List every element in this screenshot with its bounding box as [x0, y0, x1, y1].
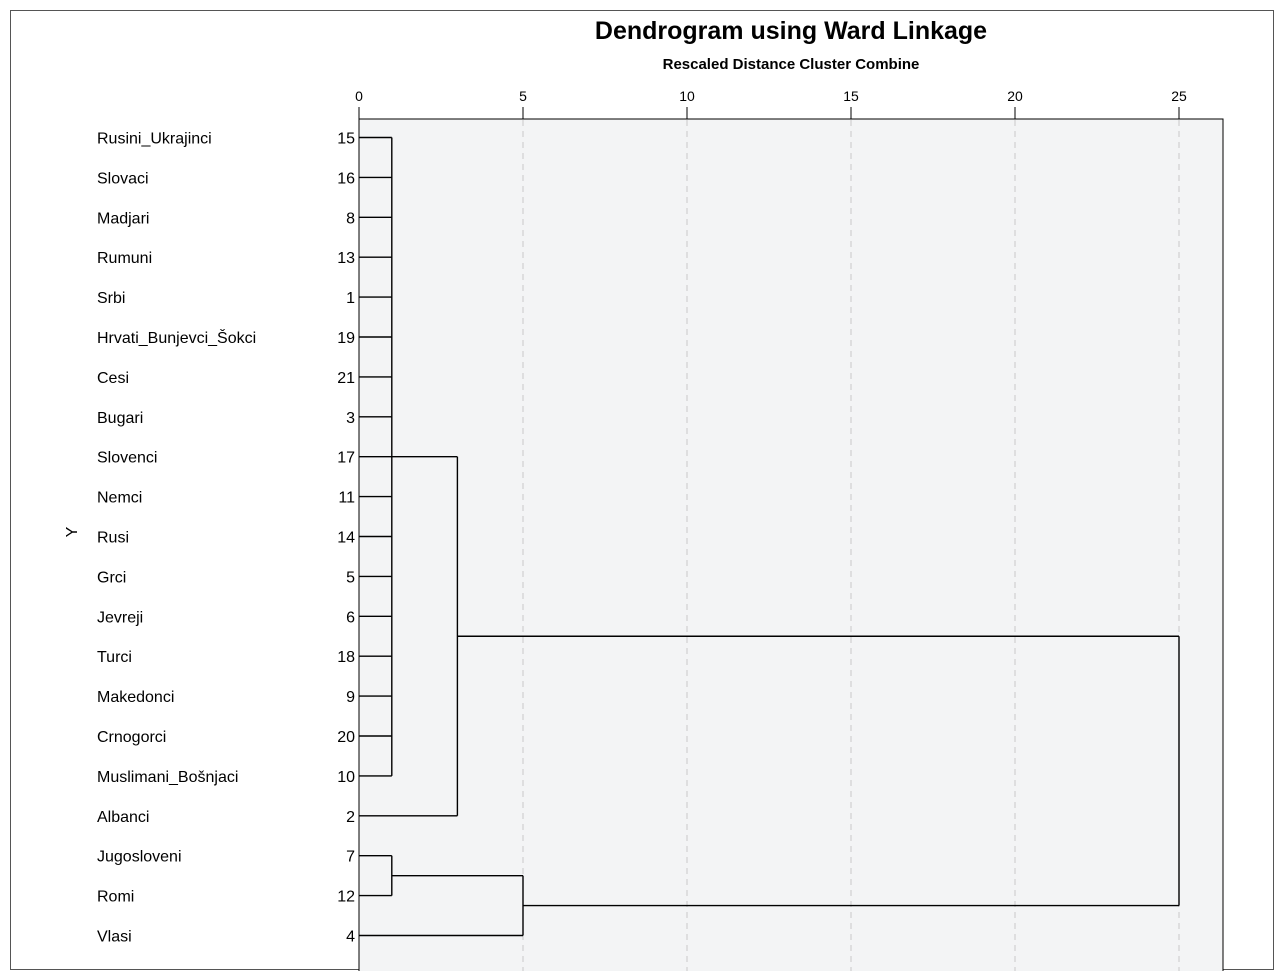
tick-label-0: 0 [355, 88, 363, 104]
leaf-label: Nemci [97, 490, 142, 507]
leaf-label: Vlasi [97, 929, 132, 946]
leaf-case-number: 6 [346, 609, 355, 626]
leaf-label: Muslimani_Bošnjaci [97, 769, 238, 786]
leaf-case-number: 12 [337, 889, 355, 906]
leaf-label: Slovaci [97, 170, 149, 187]
leaf-case-number: 21 [337, 370, 355, 387]
leaf-case-number: 20 [337, 729, 355, 746]
dendrogram-links [359, 136, 1180, 937]
leaf-case-number: 7 [346, 849, 355, 866]
leaf-case-number: 17 [337, 450, 355, 467]
leaf-case-number: 18 [337, 649, 355, 666]
leaf-case-number: 4 [346, 929, 355, 946]
leaf-label: Makedonci [97, 689, 174, 706]
leaf-label: Albanci [97, 809, 149, 826]
leaf-case-number: 15 [337, 131, 355, 148]
chart-subtitle: Rescaled Distance Cluster Combine [663, 56, 920, 73]
leaf-label: Turci [97, 649, 132, 666]
leaf-label: Slovenci [97, 450, 157, 467]
leaf-label: Rusini_Ukrajinci [97, 131, 212, 148]
grid-lines [522, 120, 1180, 971]
leaf-label: Bugari [97, 410, 143, 427]
leaf-case-number: 8 [346, 210, 355, 227]
leaf-label: Jevreji [97, 609, 143, 626]
tick-label-25: 25 [1171, 88, 1187, 104]
leaf-label: Srbi [97, 290, 125, 307]
leaf-label: Crnogorci [97, 729, 166, 746]
leaf-label: Cesi [97, 370, 129, 387]
leaf-case-number: 13 [337, 250, 355, 267]
tick-label-10: 10 [679, 88, 695, 104]
x-axis-ticks: 0 5 10 15 20 25 [355, 88, 1187, 119]
dendrogram-chart: Dendrogram using Ward Linkage Rescaled D… [64, 17, 1224, 971]
leaf-label: Rumuni [97, 250, 152, 267]
leaf-case-number: 5 [346, 569, 355, 586]
leaf-case-number: 14 [337, 530, 355, 547]
leaf-label: Romi [97, 889, 134, 906]
leaf-case-number: 16 [337, 170, 355, 187]
tick-label-5: 5 [519, 88, 527, 104]
chart-frame: Dendrogram using Ward Linkage Rescaled D… [10, 10, 1274, 971]
leaf-label: Jugosloveni [97, 849, 182, 866]
plot-area [358, 118, 1224, 971]
tick-label-15: 15 [843, 88, 859, 104]
y-axis-label: Y [64, 526, 81, 537]
leaf-case-number: 2 [346, 809, 355, 826]
leaf-case-number: 1 [346, 290, 355, 307]
leaf-case-number: 11 [338, 490, 355, 507]
leaf-label: Grci [97, 569, 126, 586]
leaf-case-number: 19 [337, 330, 355, 347]
leaf-case-number: 9 [346, 689, 355, 706]
chart-title: Dendrogram using Ward Linkage [595, 17, 987, 45]
leaf-label: Madjari [97, 210, 149, 227]
tick-label-20: 20 [1007, 88, 1023, 104]
leaf-case-number: 3 [346, 410, 355, 427]
leaf-case-number: 10 [337, 769, 355, 786]
leaf-label: Rusi [97, 530, 129, 547]
leaf-label: Hrvati_Bunjevci_Šokci [97, 328, 256, 347]
